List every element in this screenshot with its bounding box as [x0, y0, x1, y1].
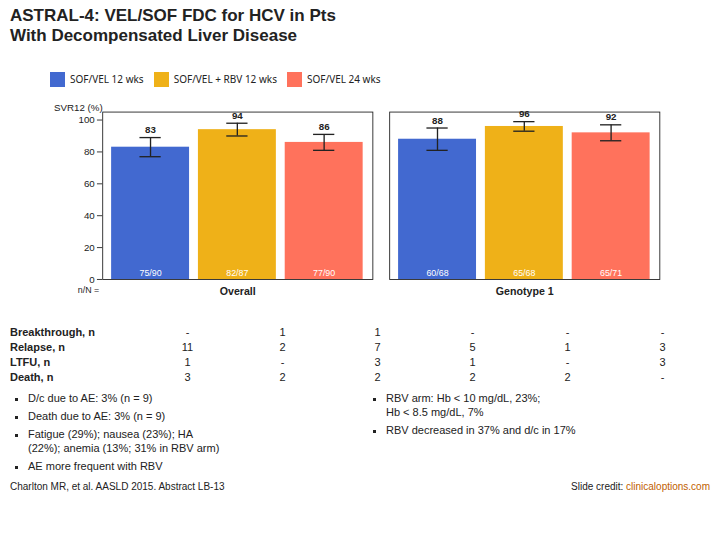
svg-text:60/68: 60/68: [426, 268, 448, 278]
html-text:With Decompensated Liver Disea: With Decompensated Liver Disease: [10, 26, 298, 46]
html-text:LTFU, n: LTFU, n: [10, 355, 51, 368]
html-text:Breakthrough, n: Breakthrough, n: [10, 325, 95, 338]
html-text:Death, n: Death, n: [10, 370, 54, 383]
html-text:Fatigue (29%); nausea (23%); H: Fatigue (29%); nausea (23%); HA (22%); a…: [28, 427, 220, 454]
html-text:RBV decreased in 37% and d/c i: RBV decreased in 37% and d/c in 17%: [386, 423, 576, 436]
svg-text:82/87: 82/87: [226, 268, 248, 278]
html-text:1: 1: [564, 340, 571, 353]
html-text:2: 2: [469, 370, 476, 383]
svg-text:0: 0: [89, 273, 95, 284]
html-text:D/c due to AE: 3% (n = 9): D/c due to AE: 3% (n = 9): [28, 391, 153, 404]
svg-text:Overall: Overall: [220, 285, 256, 297]
html-text:7: 7: [374, 340, 381, 353]
html-text:3: 3: [659, 355, 666, 368]
svg-text:86: 86: [319, 121, 330, 132]
svg-text:77/90: 77/90: [313, 268, 335, 278]
html-text:Charlton MR, et al. AASLD 2015: Charlton MR, et al. AASLD 2015. Abstract…: [10, 480, 225, 492]
html-text:3: 3: [659, 340, 666, 353]
html-text:1: 1: [184, 355, 191, 368]
svg-text:65/68: 65/68: [513, 268, 535, 278]
html-text:SOF/VEL 24 wks: SOF/VEL 24 wks: [306, 72, 381, 87]
svg-text:n/N =: n/N =: [78, 285, 99, 295]
svg-text:96: 96: [519, 108, 530, 119]
html-text:RBV arm: Hb < 10 mg/dL, 23%; H: RBV arm: Hb < 10 mg/dL, 23%; Hb < 8.5 mg…: [386, 391, 541, 418]
html-text:AE more frequent with RBV: AE more frequent with RBV: [28, 459, 163, 472]
svg-text:65/71: 65/71: [600, 268, 622, 278]
svg-text:20: 20: [84, 241, 95, 252]
svg-text:83: 83: [145, 124, 156, 135]
svg-text:75/90: 75/90: [139, 268, 161, 278]
html-text:1: 1: [374, 325, 381, 338]
svg-text:80: 80: [84, 146, 95, 157]
html-text:5: 5: [469, 340, 476, 353]
html-text:1: 1: [279, 325, 286, 338]
svg-text:94: 94: [232, 110, 243, 121]
html-text:11: 11: [181, 340, 194, 353]
svg-text:100: 100: [78, 114, 95, 125]
html-text:2: 2: [279, 370, 286, 383]
svg-text:92: 92: [606, 111, 617, 122]
html-text:ASTRAL-4: VEL/SOF FDC for HCV: ASTRAL-4: VEL/SOF FDC for HCV in Pts: [10, 6, 336, 25]
html-text:SOF/VEL 12 wks: SOF/VEL 12 wks: [70, 72, 144, 87]
html-text:Relapse, n: Relapse, n: [10, 340, 65, 353]
html-text:2: 2: [564, 370, 571, 383]
html-text:Death due to AE: 3% (n = 9): Death due to AE: 3% (n = 9): [28, 409, 166, 422]
html-text:Slide credit: clinicaloptions.: Slide credit: clinicaloptions.com: [571, 480, 710, 492]
svg-text:SVR12 (%): SVR12 (%): [54, 102, 103, 113]
html-text:3: 3: [184, 370, 191, 383]
html-text:2: 2: [374, 370, 381, 383]
html-text:SOF/VEL + RBV 12 wks: SOF/VEL + RBV 12 wks: [173, 72, 277, 87]
svg-text:Genotype 1: Genotype 1: [496, 285, 554, 297]
html-text:3: 3: [374, 355, 381, 368]
html-text:1: 1: [469, 355, 476, 368]
svg-text:88: 88: [432, 114, 443, 125]
html-text:2: 2: [279, 340, 286, 353]
svg-text:60: 60: [84, 178, 95, 189]
svg-text:40: 40: [84, 210, 95, 221]
